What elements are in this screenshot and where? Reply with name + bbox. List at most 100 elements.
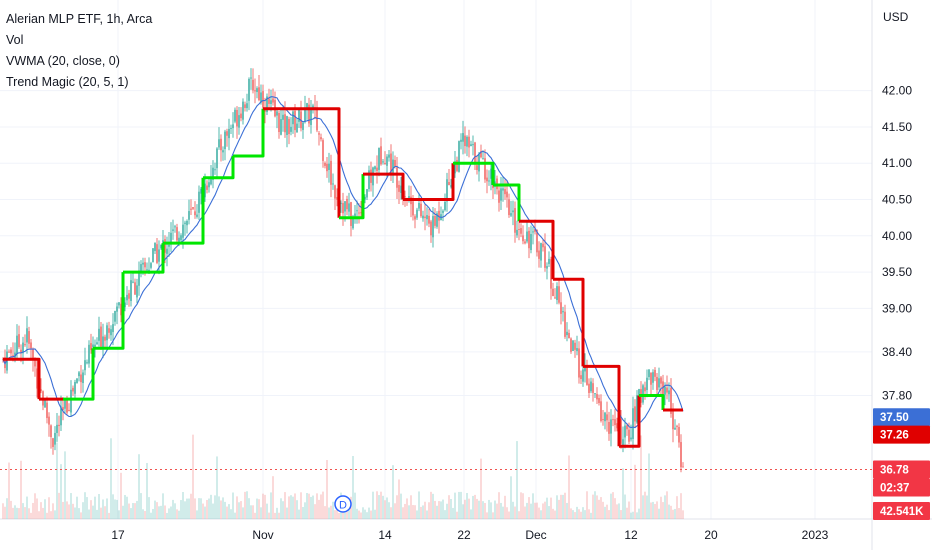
volume-bar [372, 491, 374, 519]
candle-body [298, 108, 300, 122]
volume-bar [456, 511, 458, 519]
candle-body [304, 108, 306, 123]
candle-body [636, 395, 638, 423]
volume-bar [356, 508, 358, 519]
candle-body [602, 419, 604, 421]
candle-body [222, 150, 224, 153]
volume-bar [622, 468, 624, 519]
volume-bar [26, 496, 28, 519]
volume-bar [240, 501, 242, 519]
volume-bar [22, 503, 24, 519]
candle-body [320, 137, 322, 140]
volume-bar [666, 491, 668, 519]
candle-body [354, 213, 356, 217]
volume-bar [526, 502, 528, 519]
candle-body [70, 389, 72, 413]
volume-bar [134, 503, 136, 519]
candle-body [144, 262, 146, 268]
candle-body [124, 302, 126, 308]
volume-bar [570, 508, 572, 519]
candle-body [566, 331, 568, 336]
candle-body [360, 212, 362, 214]
volume-bar [12, 507, 14, 519]
volume-bar [294, 493, 296, 519]
volume-bar [206, 499, 208, 519]
candle-body [26, 328, 28, 343]
legend-symbol[interactable]: Alerian MLP ETF, 1h, Arca [6, 12, 153, 26]
volume-bar [586, 491, 588, 519]
candle-body [560, 302, 562, 314]
candle-body [88, 344, 90, 364]
y-tick-label: 41.00 [882, 156, 912, 170]
volume-bar [78, 508, 80, 519]
candle-body [578, 348, 580, 378]
volume-layer [2, 434, 684, 519]
volume-bar [308, 493, 310, 519]
volume-bar [510, 476, 512, 519]
candle-body [504, 189, 506, 195]
volume-bar [516, 441, 518, 519]
volume-bar [490, 502, 492, 519]
volume-bar [392, 465, 394, 519]
volume-bar [328, 507, 330, 519]
volume-bar [98, 493, 100, 519]
candle-body [196, 214, 198, 217]
candle-body [160, 244, 162, 249]
price-badges: 37.50 37.26 36.78 02:37 42.541K [873, 408, 930, 520]
price-badge [873, 460, 930, 479]
candle-body [244, 104, 246, 108]
volume-bar [374, 509, 376, 519]
candle-body [256, 88, 258, 93]
volume-bar [296, 500, 298, 519]
volume-bar [76, 496, 78, 519]
candle-body [554, 297, 556, 299]
candle-body [588, 383, 590, 393]
volume-bar [66, 501, 68, 519]
volume-bar [500, 502, 502, 519]
legend-trend-magic[interactable]: Trend Magic (20, 5, 1) [6, 75, 129, 89]
candle-body [32, 348, 34, 359]
volume-bar [576, 506, 578, 519]
candle-body [34, 358, 36, 367]
candle-body [374, 166, 376, 170]
candle-body [394, 160, 396, 167]
volume-bar [170, 506, 172, 519]
candle-body [48, 416, 50, 425]
volume-bar [528, 497, 530, 519]
volume-bar [118, 510, 120, 519]
volume-bar [420, 506, 422, 519]
candle-body [132, 281, 134, 283]
volume-bar [384, 500, 386, 519]
volume-bar [288, 496, 290, 519]
legend-volume[interactable]: Vol [6, 33, 24, 47]
candle-body [574, 342, 576, 350]
candle-body [190, 208, 192, 210]
candle-body [252, 79, 254, 91]
candle-body [528, 230, 530, 249]
candle-body [40, 389, 42, 392]
volume-bar [104, 506, 106, 519]
volume-bar [260, 507, 262, 519]
candle-body [242, 101, 244, 120]
candle-body [646, 377, 648, 391]
volume-bar [370, 510, 372, 519]
volume-bar [498, 492, 500, 519]
candle-body [166, 248, 168, 254]
volume-bar [158, 506, 160, 519]
candle-body [556, 286, 558, 301]
candle-body [24, 344, 26, 346]
candle-body [288, 118, 290, 135]
volume-bar [472, 495, 474, 519]
volume-bar [258, 499, 260, 519]
y-tick-label: 40.00 [882, 229, 912, 243]
volume-bar [638, 508, 640, 519]
candle-body [20, 349, 22, 354]
candle-body [398, 184, 400, 192]
trend-magic-segment [619, 395, 641, 448]
volume-bar [232, 492, 234, 519]
candle-body [292, 111, 294, 125]
legend-vwma[interactable]: VWMA (20, close, 0) [6, 54, 120, 68]
volume-bar [34, 493, 36, 519]
candle-body [248, 78, 250, 101]
